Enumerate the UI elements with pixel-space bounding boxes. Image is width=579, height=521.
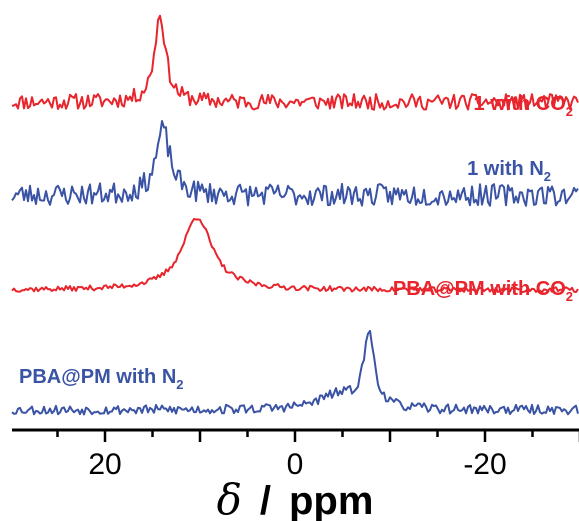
series-labels: 1 with CO2 1 with N2 PBA@PM with CO2 PBA… bbox=[19, 93, 573, 392]
x-axis-ticks: 20 0 -20 bbox=[56, 430, 579, 481]
spectra-traces bbox=[11, 14, 579, 416]
x-tick-label: 20 bbox=[88, 448, 121, 481]
series-line-s2 bbox=[11, 120, 579, 207]
series-label-s4: PBA@PM with N2 bbox=[19, 366, 184, 392]
x-tick-label: -20 bbox=[463, 448, 506, 481]
x-tick-label: 0 bbox=[287, 448, 304, 481]
x-axis-label: δ / ppm bbox=[217, 475, 374, 521]
x-axis: 20 0 -20 bbox=[12, 428, 579, 481]
series-label-s3: PBA@PM with CO2 bbox=[393, 278, 573, 304]
series-line-s1 bbox=[11, 14, 579, 111]
series-line-s4 bbox=[11, 329, 579, 416]
series-label-s1: 1 with CO2 bbox=[474, 93, 573, 119]
series-label-s2: 1 with N2 bbox=[467, 158, 551, 184]
series-line-s3 bbox=[11, 218, 579, 294]
